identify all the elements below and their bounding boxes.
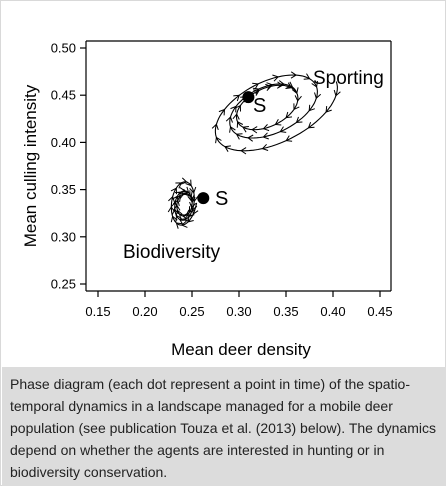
trajectory-arrowhead <box>303 73 311 80</box>
y-tick-label: 0.50 <box>51 41 76 56</box>
trajectory-arrowhead <box>252 82 259 90</box>
steady-state-layer <box>197 91 255 205</box>
steady-state-point-sporting <box>242 91 255 104</box>
trajectory-arrowhead <box>189 186 197 194</box>
trajectory-arrowhead <box>253 89 260 96</box>
trajectory-arrowhead <box>286 81 294 88</box>
trajectory-arrowhead <box>178 213 186 221</box>
trajectory-arrowhead <box>190 195 199 203</box>
trajectory-arrowhead <box>276 81 284 89</box>
trajectory-arrowhead <box>251 126 258 134</box>
axes: 0.15 0.20 0.25 0.30 0.35 0.40 0.45 0.25 0.30 0.35… <box>51 40 393 319</box>
y-tick-label: 0.30 <box>51 229 76 244</box>
trajectory-arrowhead <box>215 136 222 144</box>
trajectory-arrowhead <box>285 82 293 89</box>
trajectory-arrowhead <box>181 188 189 196</box>
trajectory-arrowhead <box>172 199 180 207</box>
trajectory-arrowhead <box>218 108 226 116</box>
trajectory-arrowhead <box>285 111 293 119</box>
x-tick-label: 0.25 <box>179 304 204 319</box>
trajectory-arrowhead <box>233 94 240 102</box>
trajectory-arrowhead <box>311 80 318 88</box>
trajectory-arrowhead <box>173 204 181 211</box>
trajectory-arrowhead <box>308 104 315 112</box>
phase-diagram-chart: 0.15 0.20 0.25 0.30 0.35 0.40 0.45 0.25 0.30 0.35… <box>21 40 393 359</box>
trajectory-arrowhead <box>261 143 269 151</box>
y-tick-label: 0.25 <box>51 277 76 292</box>
trajectory-arrowhead <box>167 206 176 213</box>
series-label-sporting: Sporting <box>313 68 384 89</box>
steady-state-point-biodiversity <box>197 192 210 205</box>
trajectory-arrowhead <box>240 147 247 155</box>
steady-state-label-biodiversity: S <box>215 188 228 210</box>
trajectory-arrowhead <box>265 83 272 91</box>
figure-caption: Phase diagram (each dot represent a poin… <box>2 367 446 486</box>
trajectory-arrowhead <box>307 122 315 129</box>
trajectory-arrowhead <box>189 206 196 213</box>
trajectory-arrowhead <box>262 124 270 132</box>
trajectory-arrowhead <box>186 190 193 198</box>
trajectory-arrowhead <box>187 194 195 202</box>
y-axis-title: Mean culling intensity <box>21 84 40 247</box>
caption-text: Phase diagram (each dot represent a poin… <box>10 376 436 480</box>
trajectory-arrowhead <box>242 126 249 133</box>
trajectory-layer <box>167 71 341 229</box>
series-label-biodiversity: Biodiversity <box>123 242 221 263</box>
x-tick-label: 0.15 <box>85 304 110 319</box>
trajectory-arrowhead <box>175 222 183 229</box>
trajectory-arrowhead <box>211 123 219 131</box>
trajectory-arrowhead <box>180 177 188 185</box>
trajectory-arrowhead <box>224 145 231 152</box>
x-tick-label: 0.45 <box>367 304 392 319</box>
trajectory-arrowhead <box>230 105 237 113</box>
trajectory-arrowhead <box>291 87 299 95</box>
trajectory-arrowhead <box>185 209 193 216</box>
trajectory-arrowhead <box>252 87 260 95</box>
trajectory-arrowhead <box>181 212 189 220</box>
trajectory-arrowhead <box>293 103 300 111</box>
x-tick-label: 0.40 <box>320 304 345 319</box>
x-tick-label: 0.20 <box>132 304 157 319</box>
trajectory-arrowhead <box>285 135 293 142</box>
trajectory-arrowhead <box>274 119 282 126</box>
trajectory-arrowhead <box>183 214 191 222</box>
y-tick-label: 0.40 <box>51 135 76 150</box>
trajectory-arrowhead <box>177 192 185 199</box>
trajectory-arrowhead <box>247 134 254 142</box>
x-tick-label: 0.30 <box>226 304 251 319</box>
trajectory-arrowhead <box>182 186 190 194</box>
trajectory-arrowhead <box>279 126 287 133</box>
trajectory-arrowhead <box>333 89 341 97</box>
trajectory-arrowhead <box>180 220 188 228</box>
trajectory-arrowhead <box>189 201 197 209</box>
trajectory-arrowhead <box>174 195 182 202</box>
trajectory-arrowhead <box>235 133 243 140</box>
trajectory-arrowhead <box>229 125 236 133</box>
trajectory-arrowhead <box>314 92 322 100</box>
trajectory-arrowhead <box>187 216 194 223</box>
trajectory-arrowhead <box>290 71 298 79</box>
trajectory-arrowhead <box>272 74 280 82</box>
trajectory-arrowhead <box>175 182 183 189</box>
y-tick-label: 0.35 <box>51 182 76 197</box>
y-tick-label: 0.45 <box>51 88 76 103</box>
x-axis-title: Mean deer density <box>171 340 311 359</box>
steady-state-label-sporting: S <box>253 95 266 117</box>
trajectory-arrowhead <box>168 195 176 203</box>
trajectory-arrowhead <box>178 218 186 225</box>
trajectory-arrowhead <box>295 116 303 123</box>
trajectory-arrowhead <box>234 104 241 112</box>
trajectory-arrowhead <box>232 113 240 120</box>
trajectory-arrowhead <box>325 106 332 113</box>
trajectory-arrowhead <box>184 190 191 198</box>
trajectory-arrowhead <box>294 95 302 102</box>
trajectory-arrowhead <box>262 132 269 140</box>
trajectory-arrowhead <box>236 120 244 128</box>
trajectory-arrowhead <box>225 116 233 123</box>
trajectory-arrowhead <box>185 179 192 187</box>
x-tick-label: 0.35 <box>273 304 298 319</box>
trajectory-arrowhead <box>175 209 183 217</box>
